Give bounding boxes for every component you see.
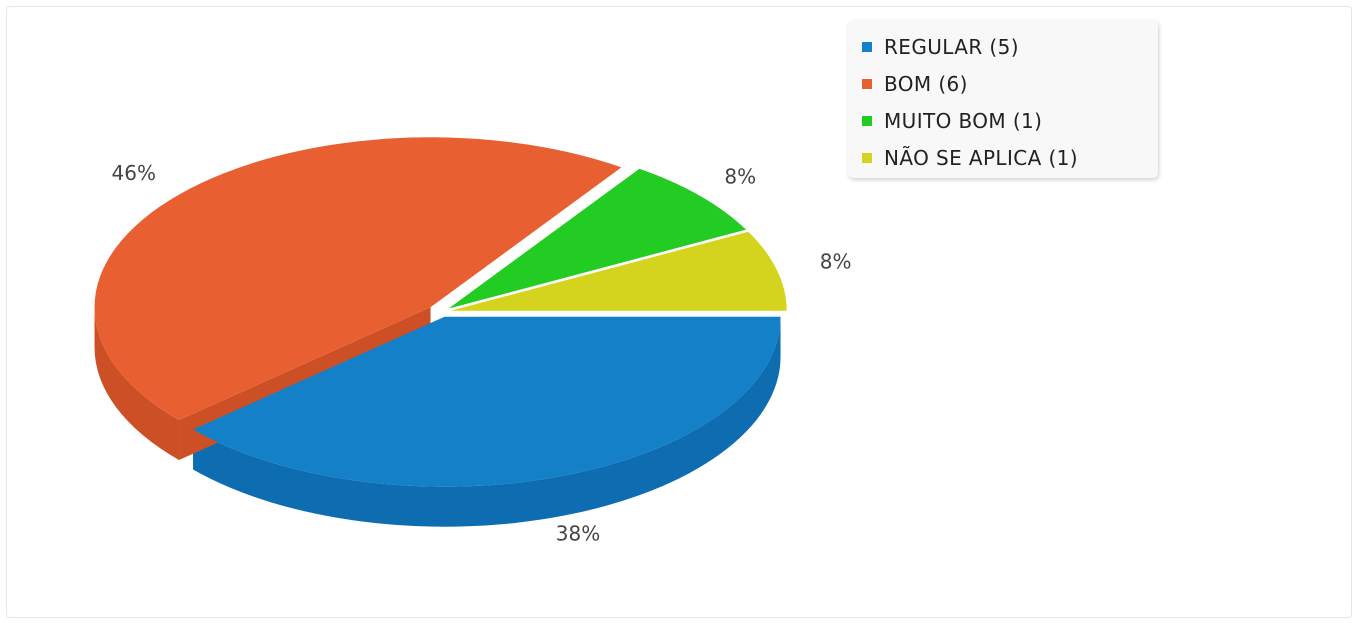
legend: REGULAR (5) BOM (6) MUITO BOM (1) NÃO SE… bbox=[848, 20, 1158, 178]
percent-label-muito-bom: 8% bbox=[724, 164, 756, 188]
legend-swatch-nao-se-aplica bbox=[862, 152, 872, 163]
legend-label-bom: BOM (6) bbox=[884, 71, 968, 96]
legend-item-nao-se-aplica[interactable]: NÃO SE APLICA (1) bbox=[862, 139, 1158, 176]
pie-slice-nao-se-aplica[interactable] bbox=[450, 231, 787, 311]
pie-slice-regular[interactable] bbox=[193, 316, 781, 487]
pie-side-bom bbox=[94, 307, 180, 461]
legend-swatch-muito-bom bbox=[862, 115, 872, 126]
legend-label-regular: REGULAR (5) bbox=[884, 34, 1019, 59]
pie-side-regular bbox=[193, 316, 781, 527]
pie-slice-bom[interactable] bbox=[94, 137, 622, 421]
legend-label-nao-se-aplica: NÃO SE APLICA (1) bbox=[884, 145, 1078, 170]
legend-swatch-bom bbox=[862, 78, 872, 89]
legend-item-regular[interactable]: REGULAR (5) bbox=[862, 28, 1158, 65]
legend-item-muito-bom[interactable]: MUITO BOM (1) bbox=[862, 102, 1158, 139]
legend-label-muito-bom: MUITO BOM (1) bbox=[884, 108, 1043, 133]
legend-swatch-regular bbox=[862, 41, 872, 52]
legend-item-bom[interactable]: BOM (6) bbox=[862, 65, 1158, 102]
pie-slice-muito-bom[interactable] bbox=[448, 168, 746, 309]
percent-label-bom: 46% bbox=[112, 161, 156, 185]
percent-label-regular: 38% bbox=[556, 521, 600, 545]
percent-label-nao-se-aplica: 8% bbox=[820, 249, 852, 273]
